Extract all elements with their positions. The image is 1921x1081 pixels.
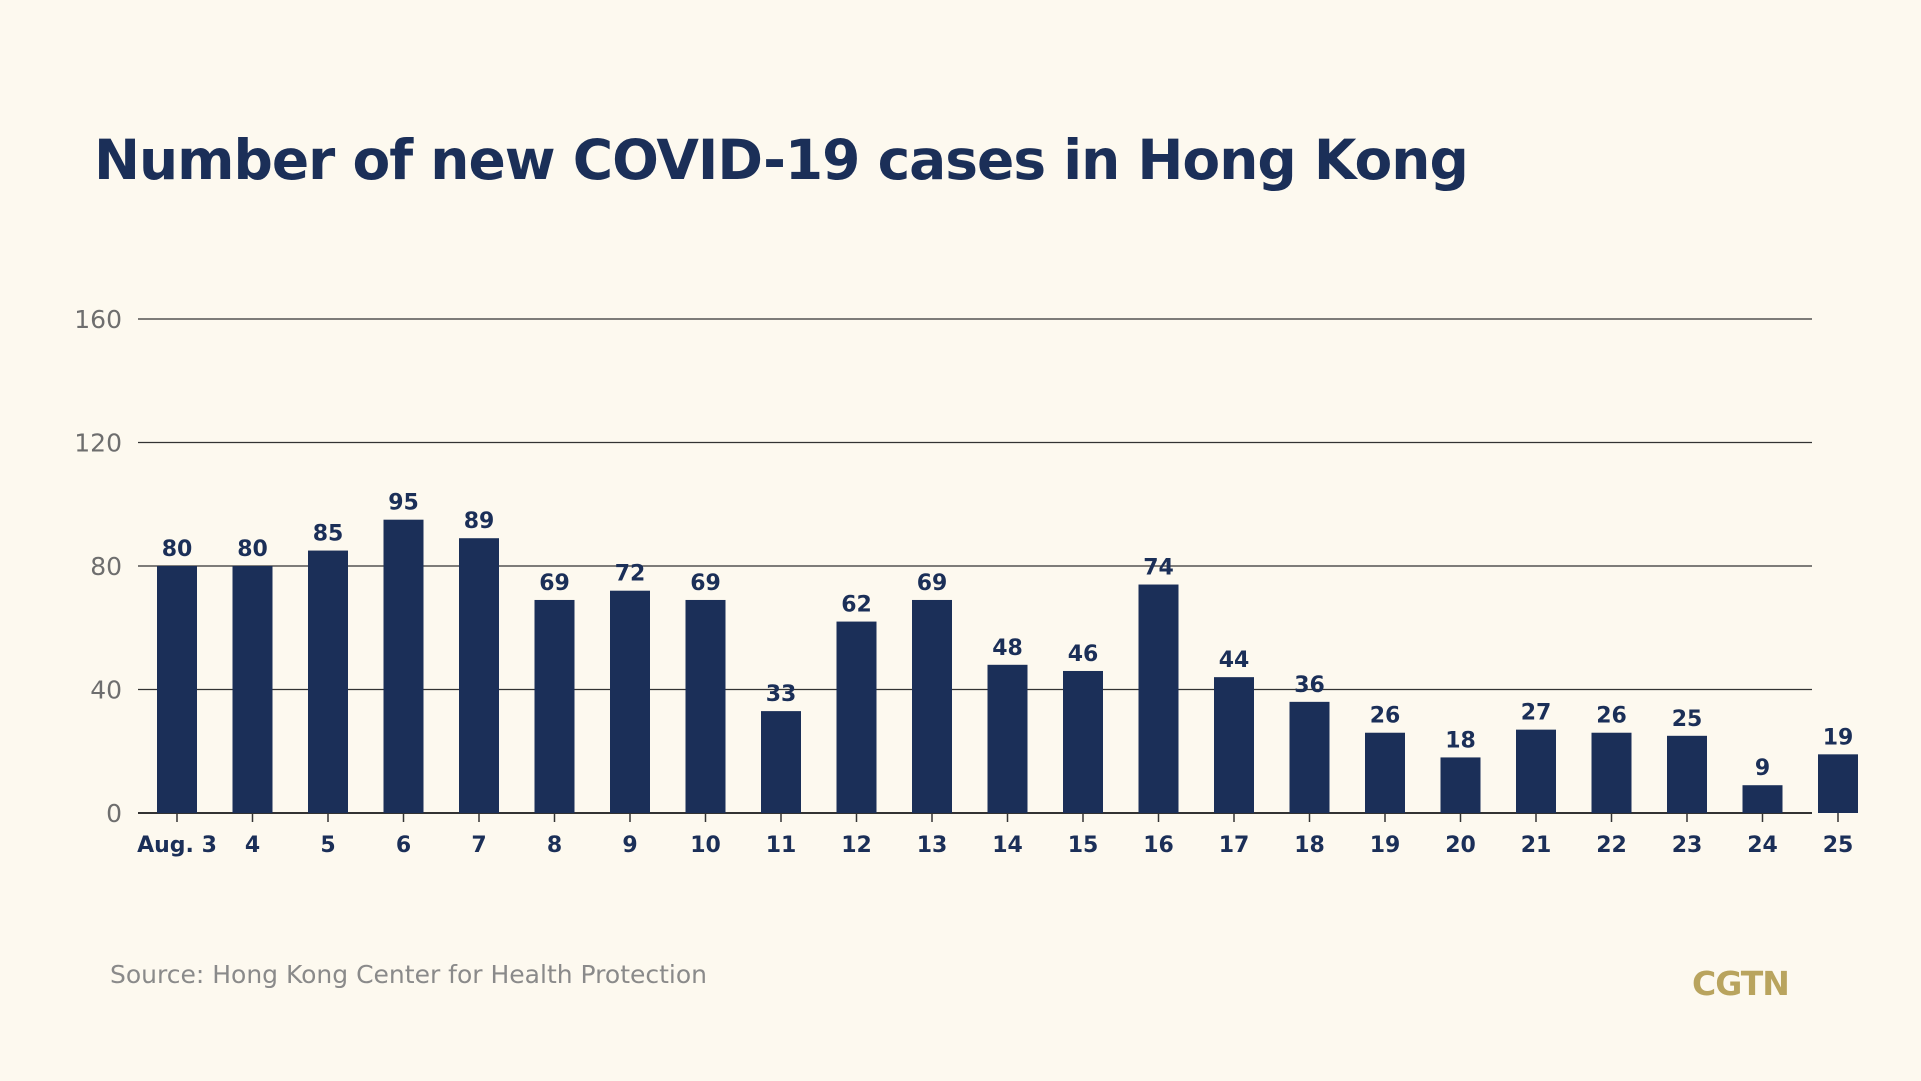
bar — [685, 599, 726, 813]
data-label: 26 — [1596, 704, 1627, 729]
x-tick-label: 16 — [1143, 833, 1174, 858]
bar — [761, 711, 801, 813]
data-label: 33 — [766, 682, 797, 707]
x-tick-label: 6 — [396, 833, 411, 858]
y-tick-label: 0 — [106, 799, 122, 828]
bar — [1516, 729, 1556, 813]
x-tick-label: 12 — [841, 833, 872, 858]
bar — [1289, 701, 1330, 813]
x-tick-label: 21 — [1521, 833, 1552, 858]
data-label: 44 — [1219, 648, 1250, 673]
bar — [1742, 785, 1783, 813]
x-tick-label: 8 — [547, 833, 562, 858]
bar — [1063, 670, 1103, 813]
x-tick-label: 20 — [1445, 833, 1476, 858]
data-label: 89 — [464, 509, 495, 534]
x-tick-label: 14 — [992, 833, 1023, 858]
bar — [1667, 735, 1707, 813]
data-label: 25 — [1672, 707, 1703, 732]
data-label: 80 — [237, 537, 268, 562]
bar — [1214, 677, 1254, 813]
x-tick-label: Aug. 3 — [137, 833, 217, 858]
bar — [1365, 732, 1405, 813]
data-label: 95 — [388, 491, 419, 516]
data-label: 36 — [1294, 673, 1325, 698]
x-tick-label: 9 — [622, 833, 637, 858]
x-tick-label: 13 — [917, 833, 948, 858]
x-tick-label: 23 — [1672, 833, 1703, 858]
bar — [383, 519, 424, 813]
bar — [1138, 584, 1179, 813]
data-label: 48 — [992, 636, 1023, 661]
data-label: 46 — [1068, 642, 1099, 667]
data-label: 26 — [1370, 704, 1401, 729]
source-note: Source: Hong Kong Center for Health Prot… — [110, 960, 708, 989]
bar — [1591, 732, 1632, 813]
y-tick-label: 80 — [90, 552, 122, 581]
bar — [157, 566, 197, 813]
x-tick-label: 11 — [766, 833, 797, 858]
x-tick-label: 5 — [320, 833, 335, 858]
bar — [459, 538, 499, 813]
bar — [534, 599, 575, 813]
chart-title: Number of new COVID-19 cases in Hong Kon… — [94, 128, 1469, 192]
bar — [1818, 754, 1858, 813]
y-tick-label: 40 — [90, 676, 122, 705]
data-label: 19 — [1823, 725, 1854, 750]
data-label: 69 — [917, 571, 948, 596]
bar — [610, 590, 650, 813]
data-label: 80 — [162, 537, 193, 562]
x-tick-label: 25 — [1823, 833, 1854, 858]
bar — [836, 621, 877, 813]
x-tick-label: 15 — [1068, 833, 1099, 858]
x-tick-label: 18 — [1294, 833, 1325, 858]
bar — [987, 664, 1028, 813]
data-label: 27 — [1521, 701, 1552, 726]
x-tick-label: 7 — [471, 833, 486, 858]
data-label: 62 — [841, 593, 872, 618]
bar — [308, 550, 348, 813]
bar — [912, 599, 952, 813]
data-label: 9 — [1755, 756, 1770, 781]
bar — [232, 566, 273, 813]
x-tick-label: 22 — [1596, 833, 1627, 858]
data-label: 74 — [1143, 556, 1174, 581]
x-tick-label: 24 — [1747, 833, 1778, 858]
data-label: 18 — [1445, 728, 1476, 753]
x-tick-label: 17 — [1219, 833, 1250, 858]
cgtn-logo: CGTN — [1692, 964, 1790, 1003]
data-label: 69 — [539, 571, 570, 596]
x-tick-label: 4 — [245, 833, 260, 858]
y-tick-label: 160 — [74, 305, 122, 334]
x-tick-label: 10 — [690, 833, 721, 858]
y-tick-label: 120 — [74, 429, 122, 458]
data-label: 72 — [615, 562, 646, 587]
data-label: 69 — [690, 571, 721, 596]
bar — [1440, 757, 1481, 813]
data-label: 85 — [313, 522, 344, 547]
x-tick-label: 19 — [1370, 833, 1401, 858]
